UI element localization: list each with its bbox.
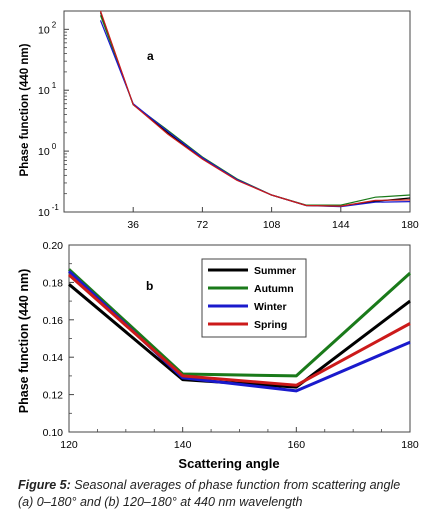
legend-label-winter: Winter — [254, 301, 287, 313]
tick-marks-b — [68, 244, 411, 433]
series-line-b-spring — [68, 273, 411, 387]
y-tick-labels-b: 0.20 0.18 0.16 0.14 0.12 0.10 — [43, 240, 64, 439]
x-tick-label-b: 120 — [60, 439, 78, 451]
legend-label-spring: Spring — [254, 319, 287, 331]
x-tick-label-b: 180 — [401, 439, 419, 451]
plot-frame-a — [63, 10, 411, 213]
y-tick-label-b: 0.10 — [43, 427, 64, 439]
y-tick-label-b: 0.12 — [43, 390, 64, 402]
y-tick-label-b: 0.18 — [43, 277, 64, 289]
series-line-a-1 — [99, 15, 411, 206]
y-tick-label-a: 10 2 — [38, 20, 57, 36]
x-tick-label-b: 140 — [174, 439, 192, 451]
y-tick-label-b: 0.20 — [43, 240, 64, 252]
caption-text: Seasonal averages of phase function from… — [18, 478, 401, 509]
legend-label-summer: Summer — [254, 265, 296, 277]
tick-marks-a — [64, 10, 411, 213]
caption-label: Figure 5: — [18, 478, 71, 492]
x-tick-label-a: 108 — [263, 219, 281, 231]
x-tick-labels-b: 120 140 160 180 — [60, 439, 419, 451]
y-axis-label-a: Phase function (440 nm) — [19, 43, 31, 176]
y-tick-label-a: 10 0 — [38, 142, 57, 158]
figure-caption: Figure 5: Seasonal averages of phase fun… — [18, 477, 418, 511]
series-lines-a — [99, 10, 411, 208]
x-tick-label-a: 144 — [332, 219, 350, 231]
legend: Summer Autumn Winter Spring — [201, 258, 307, 338]
x-tick-label-a: 72 — [197, 219, 209, 231]
series-line-b-autumn — [67, 268, 412, 378]
y-tick-label-a: 10 1 — [38, 81, 57, 97]
panel-b: 120 140 160 180 0.200.180.160.140.120.10 b … — [17, 240, 419, 471]
x-tick-labels-a: 36 72 108 144 180 — [127, 219, 419, 231]
x-tick-label-b: 160 — [288, 439, 306, 451]
y-axis-label-b: Phase function (440 nm) — [17, 269, 31, 413]
panel-label-a: a — [147, 49, 154, 63]
y-tick-label-b: 0.16 — [43, 315, 64, 327]
x-tick-label-a: 36 — [127, 219, 139, 231]
x-axis-label-b: Scattering angle — [178, 456, 279, 471]
x-tick-label-a: 180 — [401, 219, 419, 231]
panel-label-b: b — [146, 279, 153, 293]
y-tick-label-b: 0.14 — [43, 352, 64, 364]
series-line-a-3 — [99, 10, 411, 207]
series-line-a-0 — [99, 12, 411, 207]
legend-label-autumn: Autumn — [254, 283, 294, 295]
y-tick-label-a: 10 -1 — [38, 203, 59, 219]
series-lines-b — [67, 268, 412, 393]
